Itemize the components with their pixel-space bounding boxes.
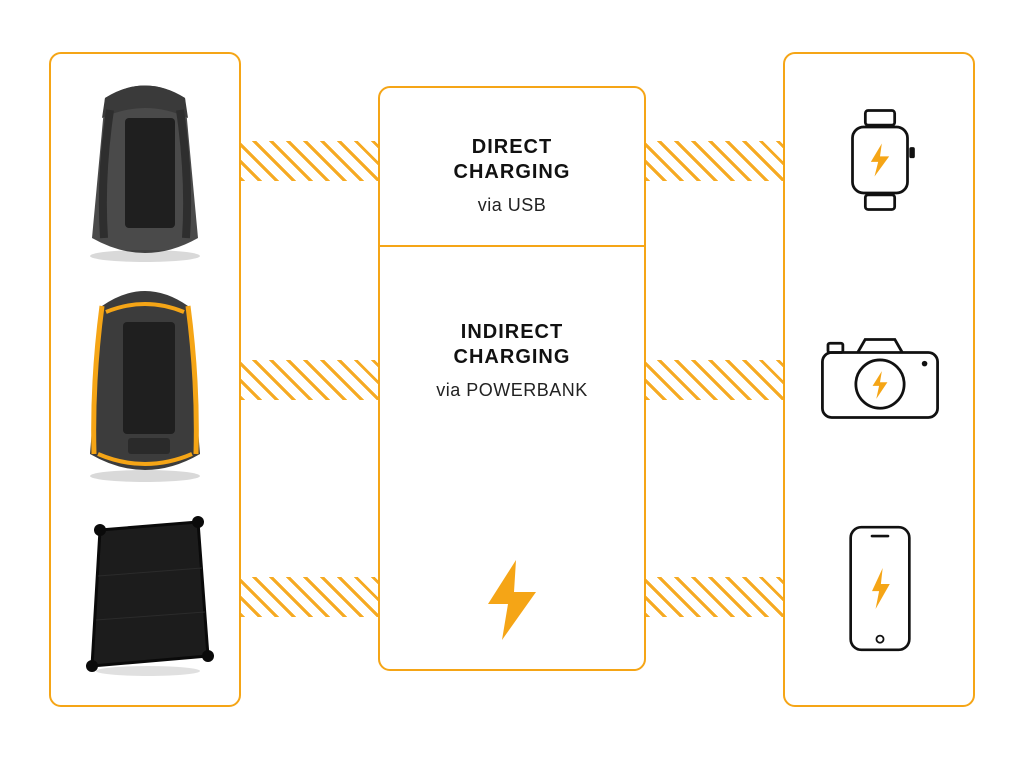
connector-bot-left: [241, 577, 378, 617]
direct-charging-block: DIRECTCHARGING via USB: [378, 120, 646, 230]
center-divider: [378, 245, 646, 247]
indirect-charging-block: INDIRECTCHARGING via POWERBANK: [378, 300, 646, 420]
product-solar-backpack-yellow: [70, 282, 220, 482]
device-smartwatch-icon: [810, 100, 950, 220]
connector-top-right: [646, 141, 783, 181]
direct-subtitle: via USB: [478, 195, 547, 216]
direct-title: DIRECTCHARGING: [454, 135, 571, 185]
indirect-title: INDIRECTCHARGING: [454, 320, 571, 370]
indirect-subtitle: via POWERBANK: [436, 380, 588, 401]
connector-top-left: [241, 141, 378, 181]
connector-mid-right: [646, 360, 783, 400]
device-smartphone-icon: [810, 528, 950, 648]
device-camera-icon: [810, 318, 950, 438]
powerbank-bolt-icon: [480, 560, 544, 640]
product-solar-backpack-gray: [70, 78, 220, 263]
product-solar-panel: [70, 516, 220, 676]
connector-bot-right: [646, 577, 783, 617]
connector-mid-left: [241, 360, 378, 400]
diagram-canvas: DIRECTCHARGING via USB INDIRECTCHARGING …: [0, 0, 1024, 759]
